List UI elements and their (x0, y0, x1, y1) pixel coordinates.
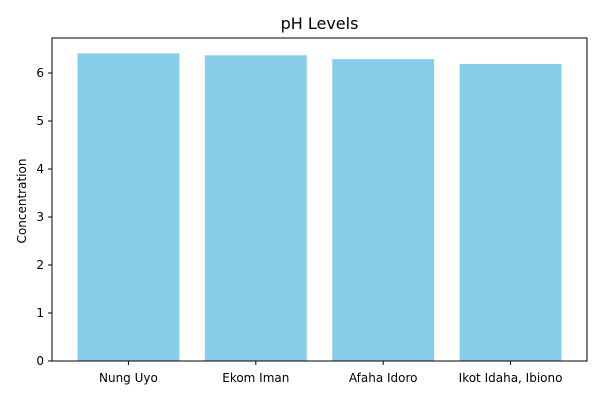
chart-title: pH Levels (281, 14, 359, 33)
y-tick-label: 2 (36, 258, 44, 272)
bar (459, 63, 562, 362)
y-axis-ticks: 0 1 2 3 4 5 6 (36, 66, 52, 368)
bar (77, 53, 180, 362)
y-tick-label: 4 (36, 162, 44, 176)
x-tick-label: Afaha Idoro (349, 371, 418, 385)
axes-border (51, 37, 588, 362)
x-tick-label: Nung Uyo (99, 371, 158, 385)
y-tick-label: 6 (36, 66, 44, 80)
bar (332, 59, 435, 362)
y-axis-label: Concentration (15, 159, 29, 244)
bar (204, 55, 307, 361)
y-tick-label: 1 (36, 306, 44, 320)
axes-frame (51, 37, 588, 362)
x-tick-label: Ikot Idaha, Ibiono (459, 371, 563, 385)
y-tick-label: 5 (36, 114, 44, 128)
x-tick-label: Ekom Iman (222, 371, 289, 385)
y-tick-label: 0 (36, 354, 44, 368)
y-tick-label: 3 (36, 210, 44, 224)
x-axis-ticks: Nung Uyo Ekom Iman Afaha Idoro Ikot Idaha, … (99, 361, 562, 385)
bars-group (77, 53, 562, 362)
